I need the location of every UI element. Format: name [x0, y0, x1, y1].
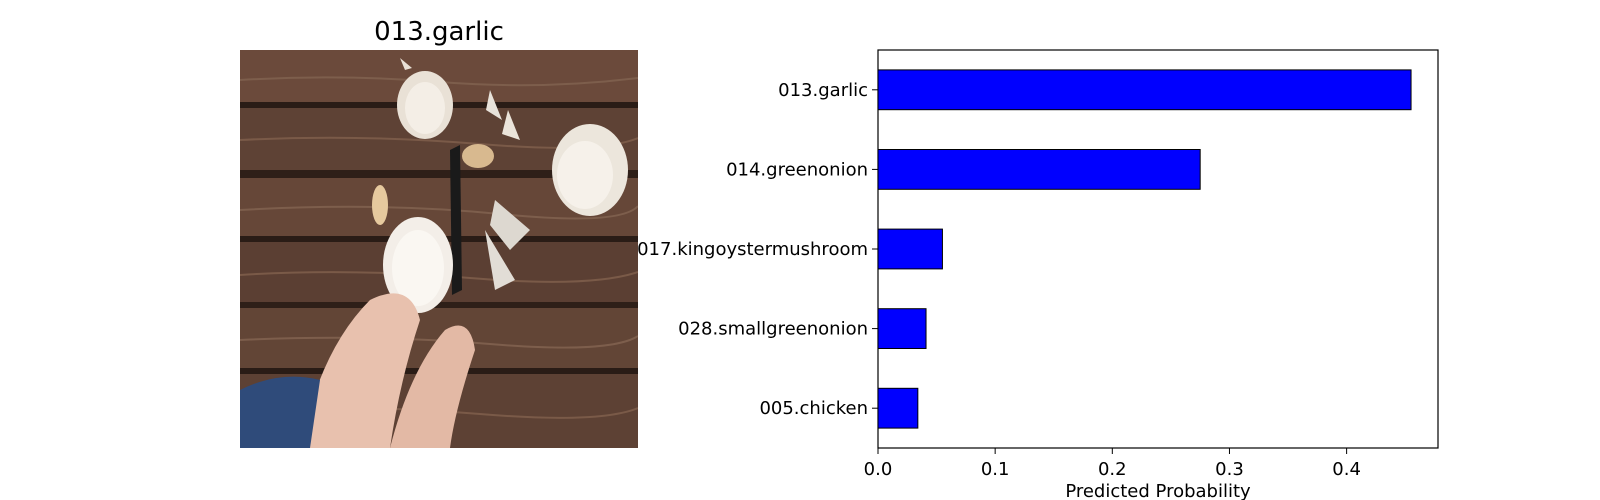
x-tick-label: 0.0	[864, 459, 893, 480]
image-title: 013.garlic	[374, 17, 504, 47]
bar-013.garlic	[877, 69, 1412, 111]
y-tick-label: 014.greenonion	[726, 159, 868, 180]
bar-005.chicken	[877, 387, 919, 429]
bar-017.kingoystermushroom	[877, 228, 943, 270]
y-tick-label: 017.kingoystermushroom	[637, 239, 868, 260]
x-tick-label: 0.2	[1098, 459, 1127, 480]
x-tick-label: 0.3	[1215, 459, 1244, 480]
x-tick-label: 0.1	[981, 459, 1010, 480]
y-ticks-group: 013.garlic 014.greenonion 017.kingoystermu…	[637, 80, 878, 419]
garlic-photo	[240, 50, 638, 448]
plot-frame	[877, 49, 1439, 449]
y-tick-label: 028.smallgreenonion	[678, 319, 868, 340]
bar-028.smallgreenonion	[877, 308, 927, 350]
photo-illustration	[240, 50, 638, 448]
bar-014.greenonion	[877, 149, 1201, 190]
bars-group	[877, 69, 1412, 429]
x-tick-label: 0.4	[1332, 459, 1361, 480]
y-tick-label: 013.garlic	[778, 80, 868, 101]
x-axis-label: Predicted Probability	[1065, 481, 1251, 500]
y-tick-label: 005.chicken	[759, 398, 868, 419]
x-ticks-group: 0.0 0.1 0.2 0.3 0.4	[864, 448, 1361, 480]
